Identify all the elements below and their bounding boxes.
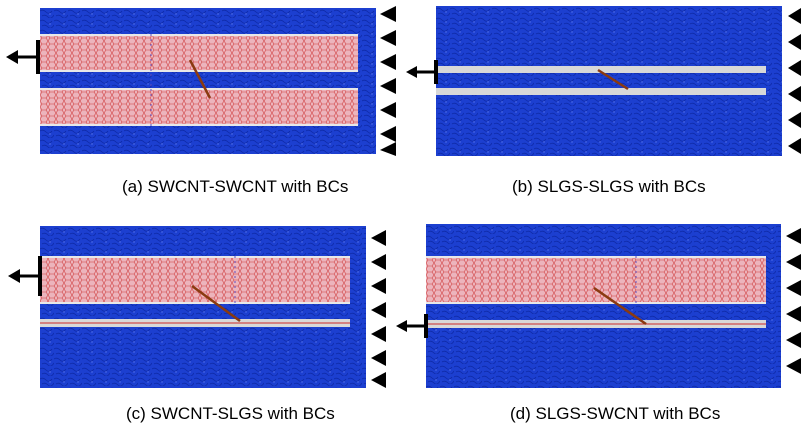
swcnt-upper [40,34,358,72]
caption-a: (a) SWCNT-SWCNT with BCs [122,177,349,196]
load-arrow-d [396,314,428,338]
fixed-supports-d [786,228,801,374]
fixed-supports-b [788,8,801,154]
panel-a-image [40,8,376,154]
panel-b-image [436,6,782,156]
swcnt [426,256,766,304]
swcnt-lower [40,88,358,126]
crosslink-bond [188,59,212,99]
panel-c-swcnt-slgs [40,226,366,388]
swcnt [40,256,350,304]
crosslink-bond [191,284,241,323]
caption-d: (d) SLGS-SWCNT with BCs [510,404,721,423]
panel-d-image [426,224,781,388]
slgs-lower [436,88,766,95]
panel-b-slgs-slgs [436,6,782,156]
crosslink-bond [597,68,629,91]
caption-c: (c) SWCNT-SLGS with BCs [126,404,335,423]
panel-c-image [40,226,366,388]
caption-b: (b) SLGS-SLGS with BCs [512,177,706,196]
fixed-supports-c [371,230,386,388]
slgs-upper [436,66,766,73]
load-arrow-b [406,60,438,84]
load-arrow-a [6,40,40,74]
fixed-supports-a [380,6,396,156]
panel-d-slgs-swcnt [426,224,781,388]
load-arrow-c [8,256,42,296]
crosslink-bond [593,286,647,326]
panel-a-swcnt-swcnt [40,8,376,154]
